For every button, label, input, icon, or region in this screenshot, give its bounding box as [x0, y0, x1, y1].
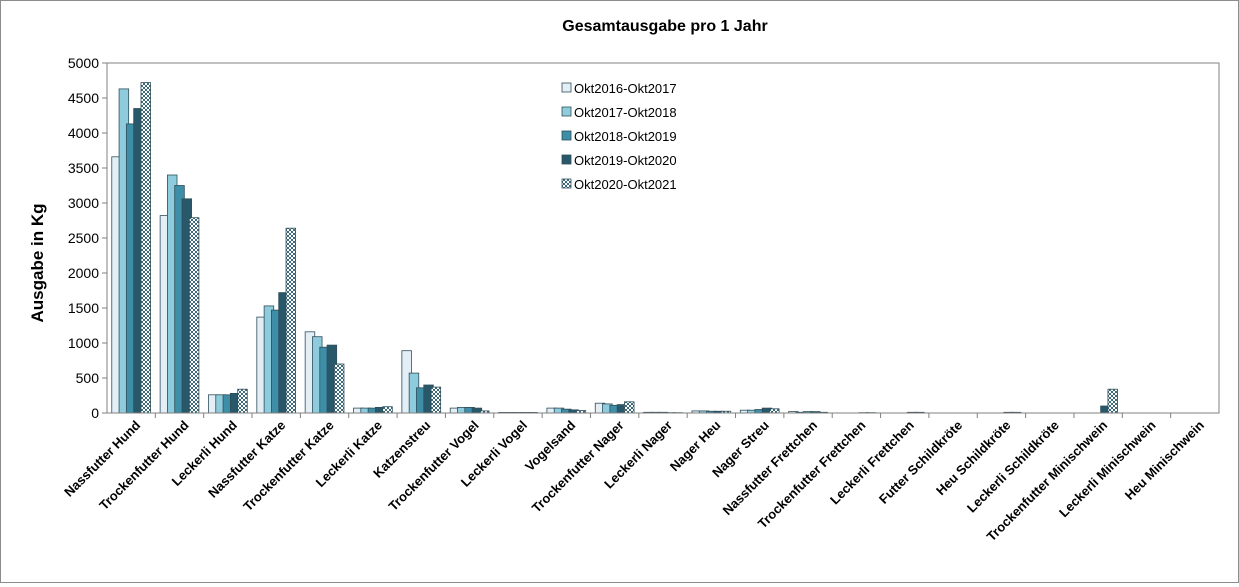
y-tick-label: 1000 — [68, 335, 99, 351]
category-label: Trockenfutter Nager — [529, 418, 627, 516]
y-tick-label: 0 — [91, 405, 99, 421]
y-tick-label: 500 — [76, 370, 100, 386]
legend-label: Okt2020-Okt2021 — [574, 177, 677, 192]
legend-swatch — [562, 83, 571, 92]
legend-swatch — [562, 131, 571, 140]
legend-label: Okt2017-Okt2018 — [574, 105, 677, 120]
y-tick-label: 3000 — [68, 195, 99, 211]
y-tick-label: 5000 — [68, 55, 99, 71]
y-tick-label: 1500 — [68, 300, 99, 316]
category-label: Futter Schildkröte — [876, 418, 965, 507]
bar — [334, 364, 344, 413]
legend-swatch — [562, 179, 571, 188]
category-label: Leckerli Frettchen — [827, 417, 917, 507]
legend-label: Okt2016-Okt2017 — [574, 81, 677, 96]
y-axis-label: Ausgabe in Kg — [28, 203, 47, 322]
bar — [141, 83, 151, 413]
y-tick-label: 3500 — [68, 160, 99, 176]
legend-swatch — [562, 107, 571, 116]
category-label: Leckerli Schildkröte — [964, 418, 1062, 516]
y-tick-label: 2000 — [68, 265, 99, 281]
bar — [431, 387, 441, 413]
legend-swatch — [562, 155, 571, 164]
y-tick-label: 4000 — [68, 125, 99, 141]
category-label: Trockenfutter Vogel — [385, 418, 481, 514]
legend-label: Okt2019-Okt2020 — [574, 153, 677, 168]
category-label: Trockenfutter Hund — [96, 417, 191, 512]
y-tick-label: 4500 — [68, 90, 99, 106]
bar — [1108, 389, 1118, 413]
bar — [286, 228, 296, 413]
bar — [189, 218, 199, 413]
legend: Okt2016-Okt2017 Okt2017-Okt2018 Okt2018-Ok… — [562, 81, 677, 192]
bar — [383, 407, 393, 413]
y-tick-label: 2500 — [68, 230, 99, 246]
chart-title: Gesamtausgabe pro 1 Jahr — [562, 18, 767, 35]
category-label: Nassfutter Frettchen — [720, 417, 821, 518]
bar — [769, 409, 779, 413]
legend-label: Okt2018-Okt2019 — [574, 129, 677, 144]
category-label: Leckerli Minischwein — [1056, 417, 1159, 520]
bar — [238, 389, 248, 413]
category-label: Trockenfutter Katze — [240, 418, 336, 514]
bar — [624, 402, 634, 413]
